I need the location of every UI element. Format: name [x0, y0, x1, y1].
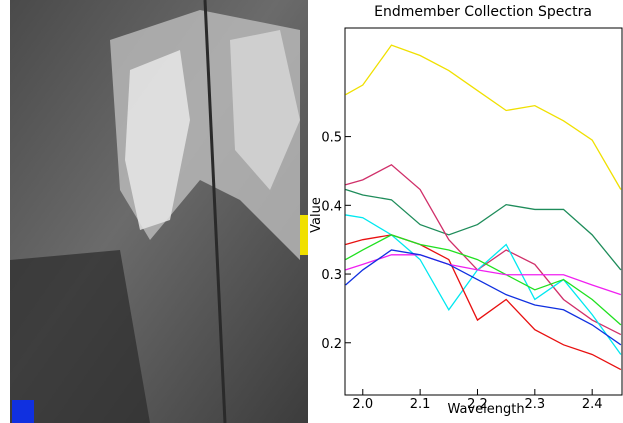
x-tick-label: 2.1 [410, 397, 431, 412]
spectrum-line [346, 190, 621, 270]
spectrum-line [346, 255, 621, 295]
y-tick-label: 0.5 [321, 131, 342, 146]
y-tick-label: 0.3 [321, 268, 342, 283]
x-tick-label: 2.2 [467, 397, 488, 412]
screen: Endmember Collection Spectra Wavelength … [0, 0, 623, 423]
yellow-patch [300, 215, 308, 255]
spectrum-line [346, 165, 621, 335]
satellite-image [10, 0, 308, 423]
plot-frame [345, 28, 622, 395]
x-tick-label: 2.4 [582, 397, 603, 412]
blue-patch [12, 400, 34, 423]
x-tick-label: 2.3 [524, 397, 545, 412]
y-tick-label: 0.2 [321, 337, 342, 352]
spectrum-line [346, 235, 621, 370]
y-tick-label: 0.4 [321, 199, 342, 214]
x-tick-label: 2.0 [352, 397, 373, 412]
chart-title: Endmember Collection Spectra [374, 4, 592, 20]
